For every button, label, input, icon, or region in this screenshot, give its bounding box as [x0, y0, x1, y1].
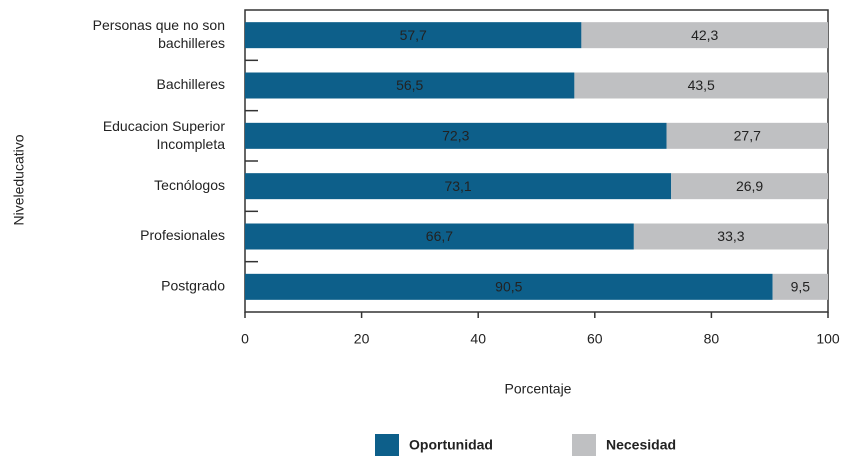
x-tick-label: 0 — [241, 331, 249, 347]
data-label: 72,3 — [442, 128, 469, 144]
y-tick-label: Bachilleres — [157, 76, 225, 92]
data-label: 56,5 — [396, 77, 423, 93]
data-label: 9,5 — [791, 279, 811, 295]
x-tick-label: 40 — [470, 331, 486, 347]
data-label: 57,7 — [400, 27, 427, 43]
bar-segment — [671, 173, 828, 200]
data-label: 26,9 — [736, 178, 763, 194]
data-label: 42,3 — [691, 27, 718, 43]
data-label: 33,3 — [717, 228, 744, 244]
data-label: 90,5 — [495, 279, 522, 295]
bar-segment — [245, 122, 667, 149]
bar-segment — [245, 22, 582, 49]
bar-segment — [666, 122, 828, 149]
x-tick-label: 60 — [587, 331, 603, 347]
bar-segment — [772, 273, 828, 300]
y-axis-label: Niveleducativo — [11, 134, 27, 225]
plot-frame — [244, 9, 829, 313]
data-label: 66,7 — [426, 228, 453, 244]
y-tick-label: Personas que no son bachilleres — [93, 17, 225, 51]
bar-segment — [574, 72, 828, 99]
legend-label: Necesidad — [606, 437, 676, 453]
bar-segment — [245, 173, 672, 200]
x-tick-label: 20 — [354, 331, 370, 347]
bar-segment — [245, 72, 575, 99]
y-tick-label: Tecnólogos — [154, 177, 225, 193]
legend-label: Oportunidad — [409, 437, 493, 453]
y-tick-label: Profesionales — [140, 227, 225, 243]
x-tick-label: 80 — [704, 331, 720, 347]
data-label: 73,1 — [444, 178, 471, 194]
y-tick-label: Educacion Superior Incompleta — [103, 118, 226, 152]
data-label: 27,7 — [734, 128, 761, 144]
y-tick-label: Postgrado — [161, 278, 225, 294]
x-tick-label: 100 — [816, 331, 840, 347]
bar-segment — [245, 223, 634, 250]
x-axis-label: Porcentaje — [505, 381, 572, 397]
legend-swatch — [375, 434, 399, 456]
bar-segment — [245, 273, 773, 300]
data-label: 43,5 — [688, 77, 715, 93]
bar-segment — [581, 22, 828, 49]
bar-segment — [633, 223, 828, 250]
legend-swatch — [572, 434, 596, 456]
